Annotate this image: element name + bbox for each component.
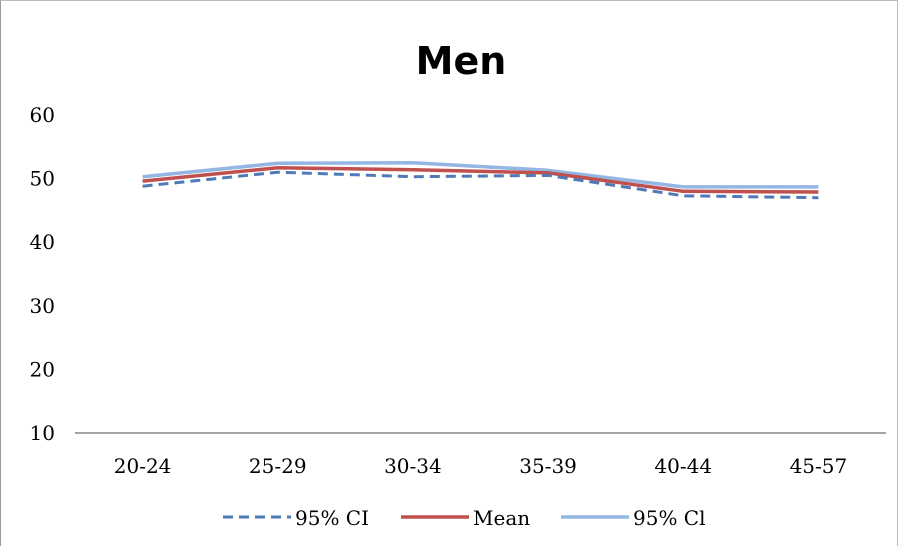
y-tick-label: 40 (30, 230, 55, 254)
x-tick-label: 20-24 (114, 454, 172, 478)
y-tick-label: 30 (30, 294, 55, 318)
legend-label: 95% Cl (633, 506, 706, 530)
series-line-2 (142, 160, 819, 189)
chart-title: Men (416, 39, 507, 83)
y-tick-label: 60 (30, 103, 55, 127)
series-line-1 (142, 166, 819, 194)
x-tick-label: 35-39 (519, 454, 577, 478)
series-line-0 (142, 170, 819, 200)
y-tick-label: 20 (30, 357, 55, 381)
y-tick-label: 50 (30, 167, 55, 191)
legend-label: Mean (473, 506, 530, 530)
legend-label: 95% CI (295, 506, 369, 530)
x-tick-label: 40-44 (654, 454, 712, 478)
x-tick-label: 25-29 (249, 454, 307, 478)
x-tick-label: 45-57 (790, 454, 848, 478)
y-tick-label: 10 (30, 421, 55, 445)
x-tick-label: 30-34 (384, 454, 442, 478)
